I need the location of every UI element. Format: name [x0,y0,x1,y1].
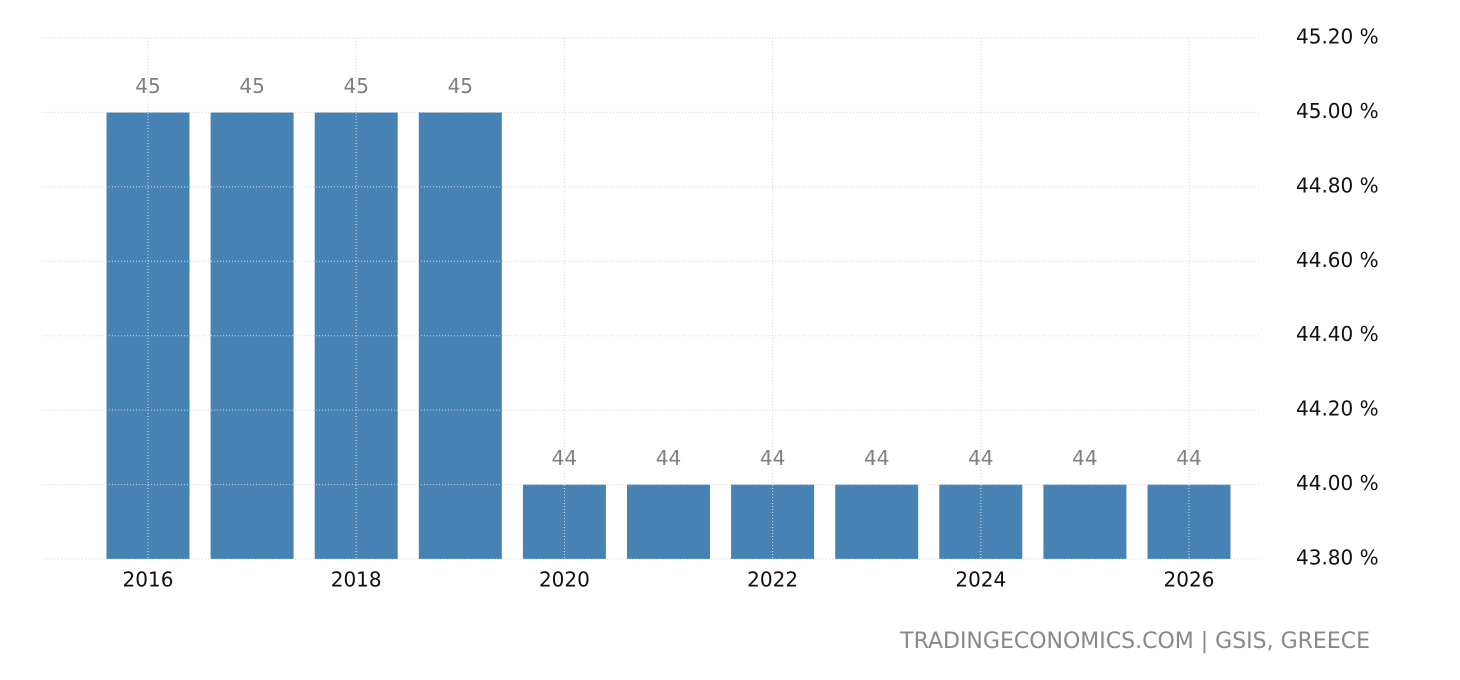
y-tick-label: 45.00 % [1296,99,1379,123]
y-tick-label: 43.80 % [1296,546,1379,570]
y-tick-label: 44.80 % [1296,173,1379,197]
bar [1043,484,1127,559]
x-tick-label: 2016 [123,568,174,592]
y-tick-label: 45.20 % [1296,25,1379,49]
x-tick-label: 2022 [747,568,798,592]
x-tick-label: 2024 [955,568,1006,592]
y-tick-label: 44.00 % [1296,471,1379,495]
y-tick-label: 44.60 % [1296,248,1379,272]
x-tick-label: 2026 [1164,568,1215,592]
y-tick-label: 44.20 % [1296,397,1379,421]
value-label: 45 [448,74,473,98]
bar [210,112,294,559]
bar [835,484,919,559]
y-tick-label: 44.40 % [1296,322,1379,346]
value-label: 45 [239,74,264,98]
bar [627,484,710,559]
value-label: 44 [1072,446,1097,470]
value-label: 44 [656,446,681,470]
source: TRADINGECONOMICS.COM | GSIS, GREECE [899,629,1370,654]
x-tick-label: 2018 [331,568,382,592]
x-tick-label: 2020 [539,568,590,592]
value-label: 44 [864,446,889,470]
